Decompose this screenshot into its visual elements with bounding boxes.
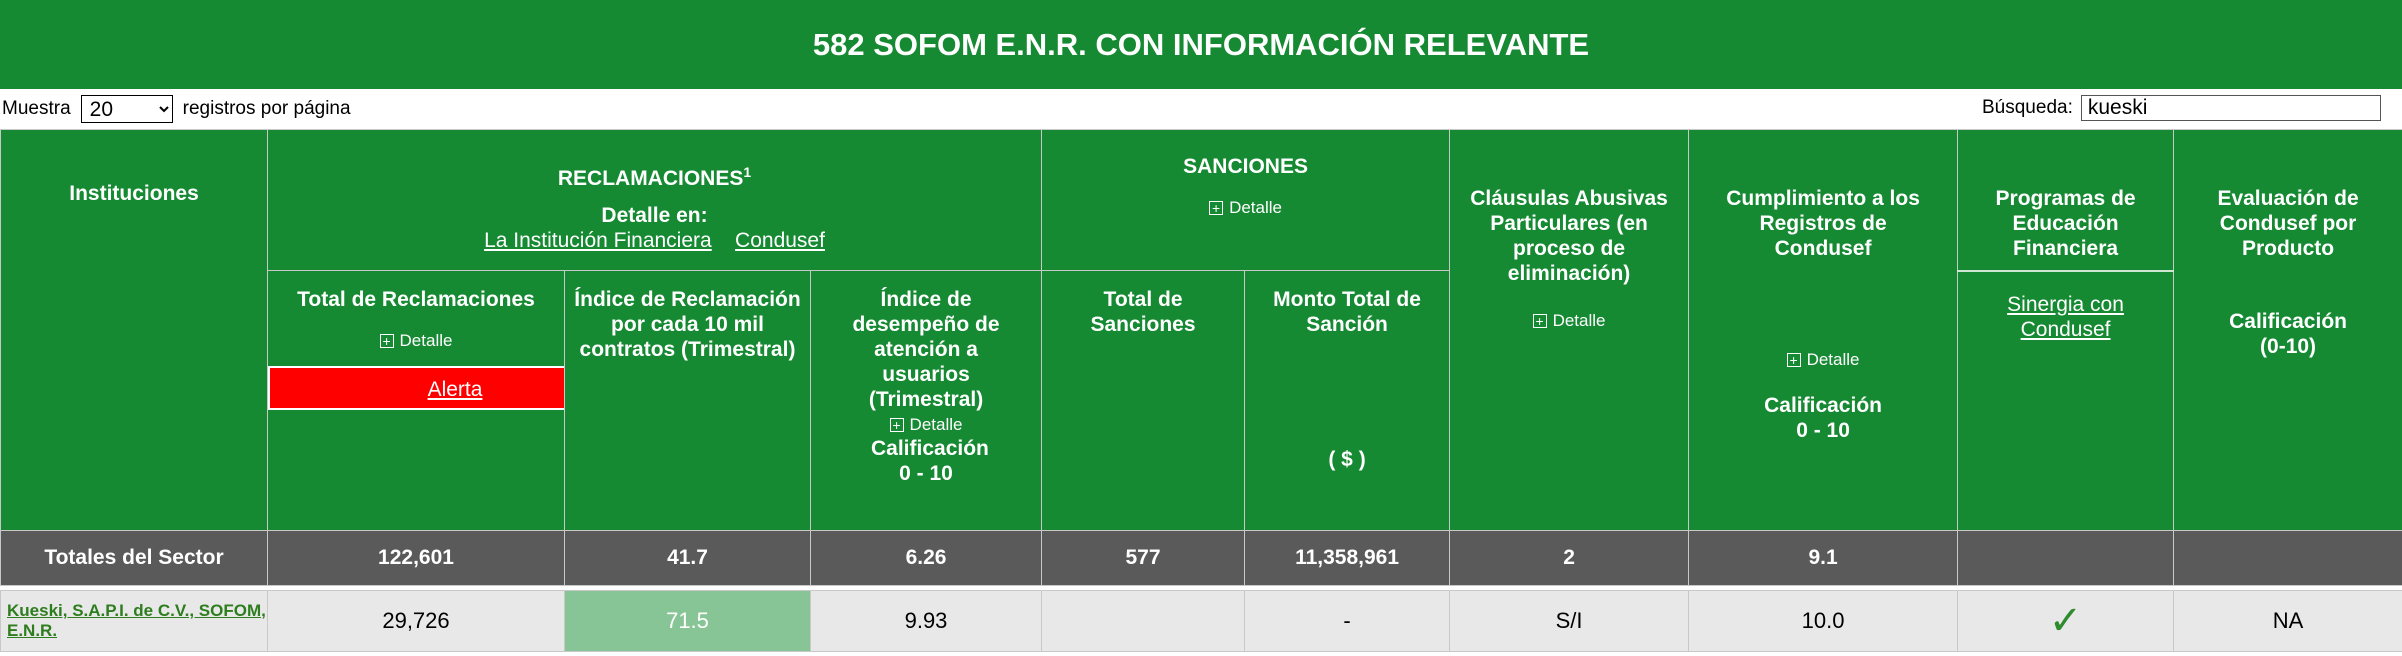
institution-cell: Kueski, S.A.P.I. de C.V., SOFOM, E.N.R. xyxy=(0,590,268,652)
row-clausulas: S/I xyxy=(1449,590,1690,652)
sanciones-detalle-toggle[interactable]: + Detalle xyxy=(1209,198,1282,218)
search-input[interactable] xyxy=(2080,95,2381,121)
header-cumplimiento: Cumplimiento a los Registros de Condusef… xyxy=(1688,129,1959,531)
table-row: Kueski, S.A.P.I. de C.V., SOFOM, E.N.R. … xyxy=(0,590,2402,652)
expand-icon: + xyxy=(889,418,904,432)
totals-evaluacion xyxy=(2173,530,2402,586)
page-size-select[interactable]: 20 xyxy=(80,95,173,123)
totals-indice-desempeno: 6.26 xyxy=(809,530,1043,586)
clausulas-title: Cláusulas Abusivas Particulares (en proc… xyxy=(1470,187,1668,285)
detalle-en-label: Detalle en: xyxy=(601,204,708,227)
total-sanciones-title: Total de Sanciones xyxy=(1090,288,1196,336)
detalle-text: Detalle xyxy=(399,331,453,350)
row-cumplimiento: 10.0 xyxy=(1688,590,1959,652)
totals-cumplimiento: 9.1 xyxy=(1688,530,1959,586)
totals-total-reclamaciones: 122,601 xyxy=(267,530,565,586)
expand-icon: + xyxy=(1786,353,1801,367)
detalle-text: Detalle xyxy=(1552,311,1606,330)
clausulas-detalle-toggle[interactable]: + Detalle xyxy=(1532,311,1606,331)
expand-icon: + xyxy=(379,334,394,348)
totals-indice-reclamacion: 41.7 xyxy=(564,530,811,586)
show-label: Muestra xyxy=(2,98,71,119)
link-sinergia-condusef[interactable]: Sinergia con Condusef xyxy=(2007,292,2124,341)
monto-moneda: ( $ ) xyxy=(1328,448,1366,471)
page-title-text: 582 SOFOM E.N.R. CON INFORMACIÓN RELEVAN… xyxy=(812,26,1590,62)
detalle-text: Detalle xyxy=(1229,198,1282,217)
row-programas: ✓ xyxy=(1957,590,2175,652)
link-condusef[interactable]: Condusef xyxy=(735,229,825,252)
header-sanciones: SANCIONES + Detalle xyxy=(1041,129,1451,271)
programas-title: Programas de Educación Financiera xyxy=(1995,187,2136,260)
institutions-table: Instituciones RECLAMACIONES1 Detalle en:… xyxy=(0,129,2402,652)
row-indice-reclamacion: 71.5 xyxy=(564,590,811,652)
header-evaluacion: Evaluación de Condusef por Producto Cali… xyxy=(2173,129,2402,531)
header-total-reclamaciones: Total de Reclamaciones + Detalle Alerta xyxy=(267,270,642,531)
totals-row: Totales del Sector 122,601 41.7 6.26 577… xyxy=(0,530,2402,586)
cumplimiento-calificacion: Calificación 0 - 10 xyxy=(1764,394,1882,442)
search-label: Búsqueda: xyxy=(1982,97,2073,118)
header-total-sanciones: Total de Sanciones xyxy=(1041,270,1246,531)
monto-total-title: Monto Total de Sanción xyxy=(1273,288,1421,336)
detalle-text: Detalle xyxy=(909,415,963,434)
reclamaciones-title: RECLAMACIONES xyxy=(557,167,744,190)
row-separator xyxy=(0,585,2402,591)
header-monto-total: Monto Total de Sanción ( $ ) xyxy=(1244,270,1451,531)
cumplimiento-detalle-toggle[interactable]: + Detalle xyxy=(1786,350,1860,370)
row-monto-total: - xyxy=(1244,590,1451,652)
totals-total-sanciones: 577 xyxy=(1041,530,1246,586)
cumplimiento-title: Cumplimiento a los Registros de Condusef xyxy=(1726,187,1920,260)
header-indice-reclamacion: Índice de Reclamación por cada 10 mil co… xyxy=(564,270,811,531)
row-total-reclamaciones: 29,726 xyxy=(267,590,565,652)
evaluacion-title: Evaluación de Condusef por Producto xyxy=(2217,187,2359,260)
header-instituciones-text: Instituciones xyxy=(69,182,199,205)
totals-label: Totales del Sector xyxy=(0,530,268,586)
link-institucion-financiera[interactable]: La Institución Financiera xyxy=(484,229,712,252)
check-icon: ✓ xyxy=(2048,599,2083,643)
totals-monto-total: 11,358,961 xyxy=(1244,530,1451,586)
evaluacion-calificacion: Calificación (0-10) xyxy=(2229,310,2347,358)
header-reclamaciones: RECLAMACIONES1 Detalle en: La Institució… xyxy=(266,129,1043,271)
indice-desempeno-title: Índice de desempeño de atención a usuari… xyxy=(852,288,1000,411)
desempeno-detalle-toggle[interactable]: + Detalle xyxy=(889,415,963,435)
totals-programas xyxy=(1957,530,2175,586)
header-clausulas: Cláusulas Abusivas Particulares (en proc… xyxy=(1449,129,1690,531)
desempeno-calificacion: Calificación 0 - 10 xyxy=(871,437,989,485)
header-instituciones: Instituciones xyxy=(0,129,268,531)
reclamaciones-detalle-toggle[interactable]: + Detalle xyxy=(379,331,453,351)
indice-reclamacion-title: Índice de Reclamación por cada 10 mil co… xyxy=(574,288,801,361)
reclamaciones-footnote: 1 xyxy=(743,164,752,180)
detalle-text: Detalle xyxy=(1806,350,1860,369)
per-page-label: registros por página xyxy=(182,98,351,119)
row-evaluacion: NA xyxy=(2173,590,2402,652)
header-programas: Programas de Educación Financiera xyxy=(1957,129,2175,272)
header-sinergia: Sinergia con Condusef xyxy=(1957,270,2175,531)
expand-icon: + xyxy=(1532,314,1547,328)
page-title: 582 SOFOM E.N.R. CON INFORMACIÓN RELEVAN… xyxy=(0,0,2402,89)
header-indice-desempeno: Índice de desempeño de atención a usuari… xyxy=(809,270,1043,531)
row-total-sanciones xyxy=(1041,590,1246,652)
institution-link[interactable]: Kueski, S.A.P.I. de C.V., SOFOM, E.N.R. xyxy=(7,601,266,640)
table-controls: Muestra 20 registros por página Búsqueda… xyxy=(0,89,2402,129)
row-indice-desempeno: 9.93 xyxy=(809,590,1043,652)
total-reclamaciones-title: Total de Reclamaciones xyxy=(297,288,535,311)
sanciones-title: SANCIONES xyxy=(1183,155,1308,178)
expand-icon: + xyxy=(1209,201,1224,215)
totals-clausulas: 2 xyxy=(1449,530,1690,586)
